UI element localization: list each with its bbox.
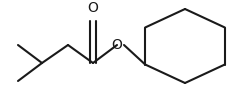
Text: O: O [88,1,99,15]
Text: O: O [112,38,122,52]
